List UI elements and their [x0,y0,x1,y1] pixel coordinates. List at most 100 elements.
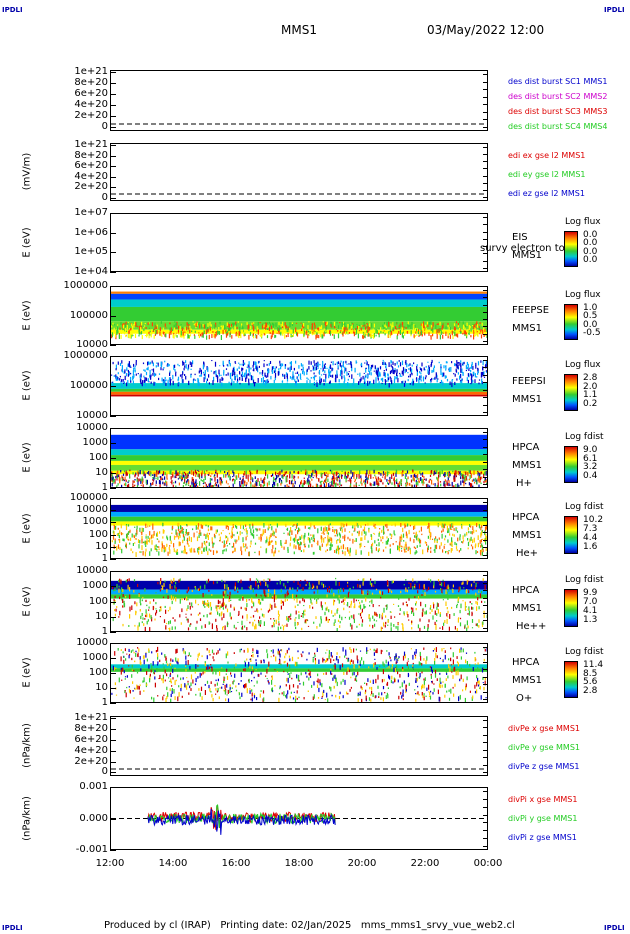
instrument-label: HPCA [512,657,540,668]
spacecraft-label: MMS1 [512,460,542,471]
x-tick-label: 14:00 [158,858,188,869]
x-tick-label: 16:00 [221,858,251,869]
colorbar-tick-label: 0.4 [583,471,598,481]
spacecraft-label: MMS1 [512,250,542,261]
y-minor-tick [483,119,488,121]
y-minor-tick [483,476,488,478]
y-minor-tick [483,539,488,541]
y-tick-mark [110,428,116,429]
y-axis-label: (nPa/km) [21,796,33,841]
x-tick-label: 22:00 [410,858,440,869]
y-tick-label: 1 [101,553,108,564]
colorbar-tick-label: 0.0 [583,255,598,265]
y-tick-label: 1000 [82,580,108,592]
y-tick-mark [110,510,116,512]
colorbar-title: Log flux [565,360,601,370]
plot-area [111,646,487,702]
y-tick-mark [110,729,116,731]
y-minor-tick [483,104,488,106]
instrument-label: HPCA [512,585,540,596]
y-tick-mark [110,643,116,644]
colorbar-title: Log fdist [565,575,604,585]
y-minor-tick [483,175,488,177]
y-minor-tick [483,432,488,433]
y-tick-label: 1e+21 [74,712,108,724]
y-tick-label: 0.001 [79,781,108,792]
y-tick-label: 1 [101,697,108,708]
y-tick-mark [110,272,116,273]
spectrogram-band [111,449,487,456]
y-minor-tick [483,691,488,693]
y-minor-tick [483,806,488,808]
y-tick-mark [110,586,116,588]
species-label: He+ [516,548,539,559]
y-minor-tick [483,360,488,361]
y-tick-label: 1000 [82,652,108,663]
colorbar-tick-label: 6.1 [583,454,598,464]
y-tick-label: 1000 [82,516,108,528]
plot-area [111,434,487,487]
y-tick-label: 2e+20 [74,181,108,193]
y-tick-mark [110,673,116,674]
plot-panel [110,143,488,201]
legend-entry: edi ey gse l2 MMS1 [508,170,586,179]
colorbar-tick-label: 2.8 [583,686,598,696]
legend-entry: divPe z gse MMS1 [508,762,580,771]
instrument-label: EIS [512,232,528,243]
spectrogram-band [111,516,487,522]
y-tick-mark [110,105,116,107]
y-minor-tick [483,168,488,170]
y-minor-tick [483,502,488,503]
y-tick-mark [110,559,116,560]
y-minor-tick [483,333,488,335]
y-tick-label: 0 [101,191,108,203]
y-minor-tick [483,297,488,299]
colorbar-tick-label: 0.5 [583,311,598,321]
x-tick-label: 20:00 [347,858,377,869]
y-tick-label: 10 [95,682,108,693]
y-tick-label: 0 [101,121,108,133]
colorbar-title: Log fdist [565,502,604,512]
y-minor-tick [483,612,488,614]
colorbar-tick-label: 0.0 [583,230,598,240]
y-tick-label: 1 [101,626,108,637]
spacecraft-label: MMS1 [512,323,542,334]
colorbar-tick-label: 0.0 [583,238,598,248]
y-tick-mark [110,850,116,851]
species-label: H+ [516,478,532,489]
y-tick-mark [110,488,116,489]
spectrogram-band [111,329,487,334]
colorbar [564,231,578,267]
spectrogram-band [111,580,487,590]
colorbar-tick-label: -0.5 [583,328,601,338]
y-tick-mark [110,498,116,499]
y-tick-label: 6e+20 [74,88,108,100]
y-minor-tick [483,838,488,840]
y-minor-tick [483,846,488,847]
legend-entry: des dist burst SC1 MMS1 [508,77,608,86]
y-minor-tick [483,720,488,721]
footer-credits: Produced by cl (IRAP) Printing date: 02/… [104,920,515,931]
colorbar-title: Log fdist [565,432,604,442]
y-tick-mark [110,155,116,157]
y-tick-mark [110,187,116,189]
plot-area [111,804,487,835]
y-tick-mark [110,166,116,168]
y-minor-tick [483,231,488,233]
spacecraft-label: MMS1 [512,394,542,405]
y-minor-tick [483,727,488,729]
plot-panel [110,70,488,131]
colorbar-tick-label: 7.0 [583,597,598,607]
y-minor-tick [483,189,488,191]
y-tick-label: 4e+20 [74,744,108,756]
y-minor-tick [483,439,488,441]
y-tick-label: 1e+21 [74,66,108,78]
y-minor-tick [483,311,488,313]
colorbar [564,304,578,340]
plot-panel [110,498,488,559]
colorbar-tick-label: 9.9 [583,588,598,598]
y-tick-mark [110,632,116,633]
y-tick-label: 0.000 [79,812,108,824]
y-tick-label: 100 [88,528,108,540]
y-minor-tick [483,319,488,321]
